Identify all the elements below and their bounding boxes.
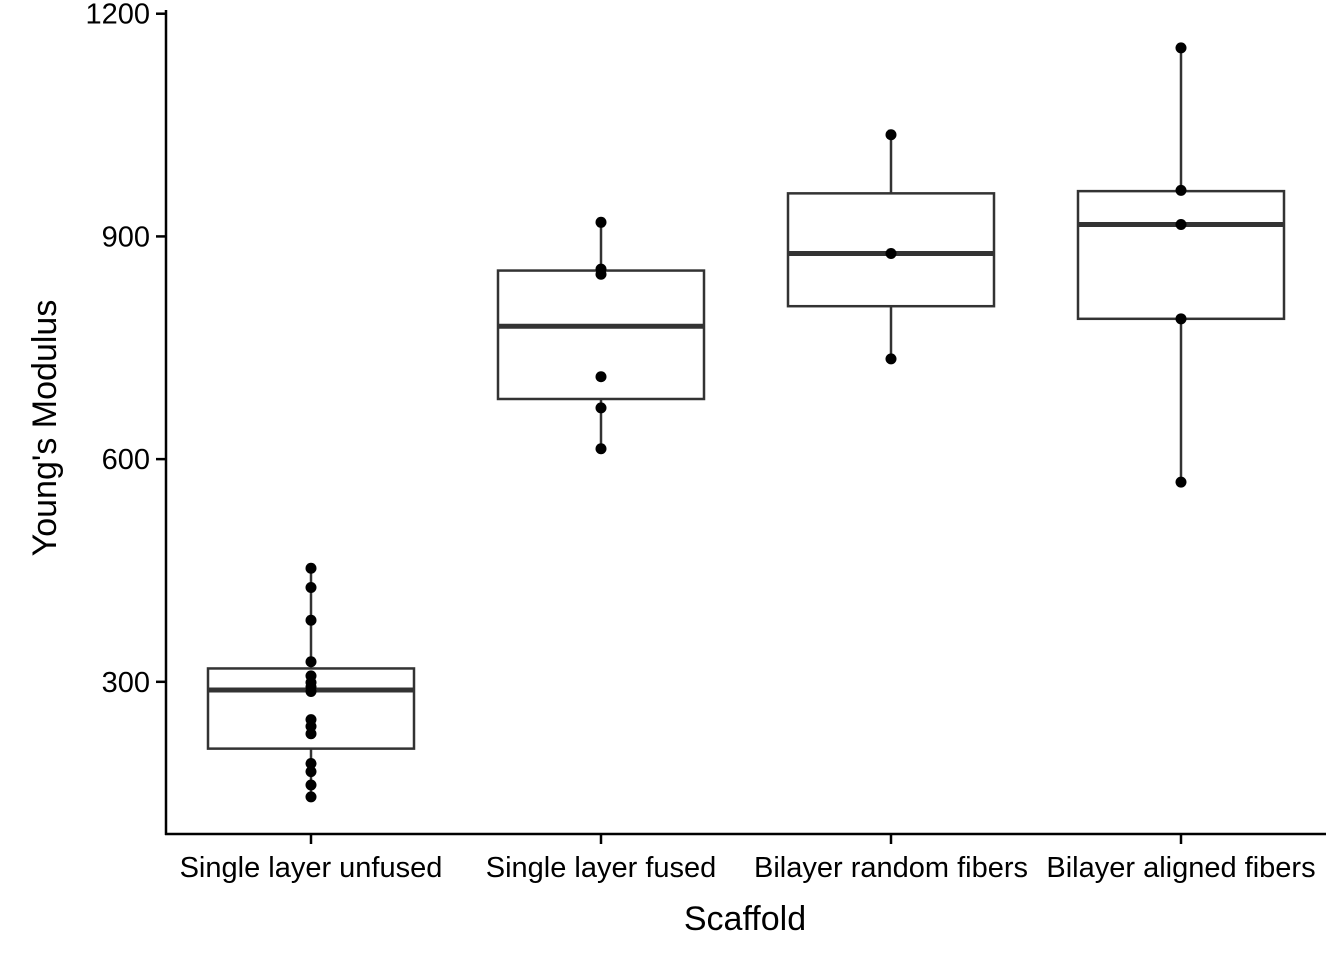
y-axis-title: Young's Modulus <box>26 300 64 557</box>
data-point <box>595 443 607 455</box>
y-tick-label: 600 <box>102 444 150 476</box>
data-point <box>595 402 607 414</box>
data-point <box>305 614 317 626</box>
x-tick-label: Single layer fused <box>486 852 717 884</box>
data-point <box>305 779 317 791</box>
y-tick-label: 1200 <box>85 0 150 31</box>
data-point <box>305 766 317 778</box>
data-point <box>885 247 897 259</box>
data-point <box>1175 184 1187 196</box>
axes-layer: 300 600 900 1200 Single layer unfused Single … <box>85 0 1326 884</box>
data-point <box>595 371 607 383</box>
data-point <box>1175 42 1187 54</box>
data-point <box>595 216 607 228</box>
data-point <box>885 129 897 141</box>
data-point <box>1175 476 1187 488</box>
data-point <box>305 685 317 697</box>
data-point <box>305 728 317 740</box>
box-group <box>1076 47 1286 483</box>
data-point <box>1175 219 1187 231</box>
y-tick-label: 300 <box>102 667 150 699</box>
data-point <box>305 562 317 574</box>
data-point <box>305 656 317 668</box>
x-tick-label: Single layer unfused <box>180 852 443 884</box>
x-tick-label: Bilayer random fibers <box>754 852 1028 884</box>
data-point <box>305 757 317 769</box>
box-group <box>496 222 706 449</box>
data-point <box>885 353 897 365</box>
y-tick-label: 900 <box>102 221 150 253</box>
x-tick-label: Bilayer aligned fibers <box>1046 852 1315 884</box>
points-layer <box>305 42 1187 803</box>
data-point <box>595 268 607 280</box>
boxes-layer <box>206 47 1286 797</box>
data-point <box>305 791 317 803</box>
box-group <box>786 134 996 359</box>
data-point <box>1175 313 1187 325</box>
x-axis-title: Scaffold <box>684 900 806 938</box>
data-point <box>305 582 317 594</box>
box-iqr <box>1076 189 1286 321</box>
